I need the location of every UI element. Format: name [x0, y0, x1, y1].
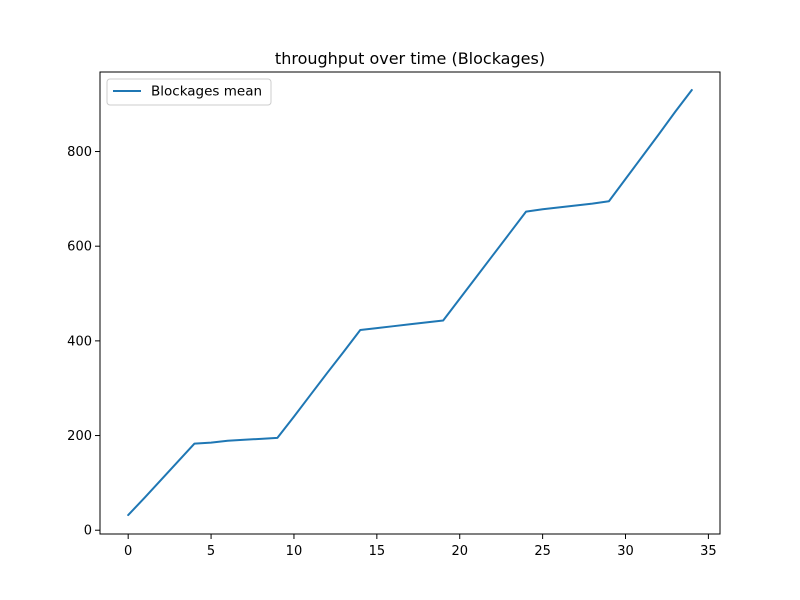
data-point: [674, 111, 676, 113]
data-point: [359, 329, 361, 331]
data-point: [276, 437, 278, 439]
x-tick-label: 20: [451, 544, 468, 559]
data-point: [260, 438, 262, 440]
data-point: [575, 204, 577, 206]
y-tick-label: 200: [67, 429, 92, 444]
series-line: [127, 88, 693, 517]
data-point: [641, 156, 643, 158]
data-point: [293, 416, 295, 418]
data-point: [608, 200, 610, 202]
y-tick-label: 400: [67, 334, 92, 349]
data-point: [310, 394, 312, 396]
y-tick-label: 600: [67, 240, 92, 255]
x-tick-label: 10: [286, 544, 303, 559]
series-layer: [127, 88, 693, 517]
data-point: [326, 372, 328, 374]
data-point: [492, 254, 494, 256]
x-tick-label: 5: [207, 544, 215, 559]
data-point: [426, 321, 428, 323]
x-tick-label: 15: [369, 544, 386, 559]
data-point: [243, 439, 245, 441]
data-point: [442, 320, 444, 322]
x-tick-label: 30: [617, 544, 634, 559]
axes: 0 5 10 15 20 25 30 35 0 200 400 600 800: [67, 145, 716, 559]
data-point: [459, 298, 461, 300]
data-point: [376, 327, 378, 329]
x-tick-label: 35: [700, 544, 717, 559]
data-point: [658, 133, 660, 135]
x-tick-label: 25: [534, 544, 551, 559]
data-point: [160, 479, 162, 481]
plot-frame: [99, 71, 721, 535]
data-point: [193, 443, 195, 445]
data-point: [177, 461, 179, 463]
legend-label: Blockages mean: [151, 84, 262, 100]
data-point: [558, 206, 560, 208]
data-point: [343, 351, 345, 353]
data-point: [210, 442, 212, 444]
data-point: [392, 325, 394, 327]
data-point: [227, 440, 229, 442]
data-point: [508, 232, 510, 234]
chart-title: throughput over time (Blockages): [275, 49, 545, 68]
data-point: [591, 203, 593, 205]
y-tick-label: 800: [67, 145, 92, 160]
legend-box: [106, 78, 272, 106]
data-point: [475, 276, 477, 278]
legend: Blockages mean: [106, 78, 272, 106]
data-point: [625, 178, 627, 180]
y-tick-label: 0: [84, 524, 92, 539]
data-point: [127, 514, 129, 516]
data-point: [144, 497, 146, 499]
data-point: [409, 323, 411, 325]
x-tick-label: 0: [124, 544, 132, 559]
data-point: [525, 211, 527, 213]
data-point: [691, 89, 693, 91]
data-point: [542, 208, 544, 210]
